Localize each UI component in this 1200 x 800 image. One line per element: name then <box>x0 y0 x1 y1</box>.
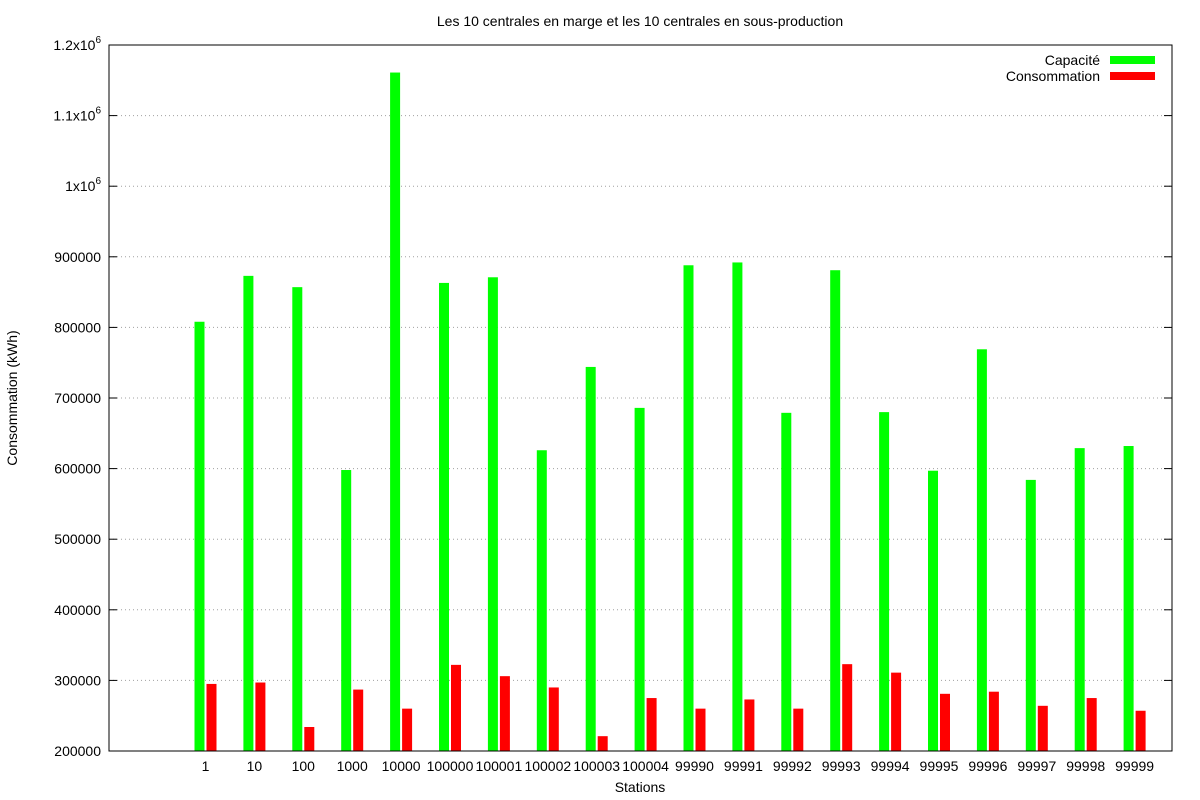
x-tick-label: 100000 <box>427 758 474 774</box>
bar-capacite-99998 <box>1074 448 1085 751</box>
y-tick-label: 200000 <box>54 743 101 759</box>
bar-consommation-1000 <box>353 689 364 751</box>
bar-capacite-100000 <box>439 282 449 751</box>
bar-consommation-10000 <box>402 708 413 751</box>
y-tick-label: 1.2x106 <box>53 35 101 53</box>
bar-consommation-100001 <box>499 676 510 751</box>
x-tick-label: 10 <box>247 758 263 774</box>
y-tick-label: 1.1x106 <box>53 106 101 124</box>
bar-capacite-99990 <box>683 265 694 751</box>
x-tick-label: 99992 <box>773 758 812 774</box>
y-tick-label: 1x106 <box>65 176 101 194</box>
bar-capacite-100001 <box>487 277 498 751</box>
bar-consommation-100003 <box>597 736 608 751</box>
bar-capacite-99997 <box>1025 479 1036 751</box>
x-tick-label: 100002 <box>524 758 571 774</box>
x-tick-label: 1000 <box>337 758 368 774</box>
bar-capacite-100002 <box>536 450 547 751</box>
x-axis-label: Stations <box>615 779 666 795</box>
bar-capacite-100003 <box>585 366 596 751</box>
x-tick-label: 99993 <box>822 758 861 774</box>
bar-capacite-99995 <box>928 470 938 751</box>
bar-capacite-1000 <box>341 470 352 751</box>
x-tick-label: 1 <box>202 758 210 774</box>
y-tick-label: 900000 <box>54 249 101 265</box>
x-tick-label: 99991 <box>724 758 763 774</box>
x-tick-label: 99998 <box>1066 758 1105 774</box>
bar-consommation-99990 <box>695 708 706 751</box>
bar-consommation-10 <box>255 682 266 751</box>
x-tick-label: 99996 <box>968 758 1007 774</box>
bar-capacite-100 <box>292 287 303 751</box>
bar-capacite-100004 <box>634 407 645 751</box>
x-axis: 1 10 100 1000 10000 100000 100001 100002 100003 1… <box>202 758 1155 774</box>
bar-capacite-99993 <box>830 270 841 751</box>
x-tick-label: 100004 <box>622 758 669 774</box>
bar-capacite-1 <box>194 321 205 751</box>
bar-consommation-99995 <box>940 693 950 751</box>
bar-consommation-99999 <box>1135 710 1146 751</box>
bar-consommation-99993 <box>842 664 853 751</box>
y-axis-label: Consommation (kWh) <box>4 330 20 465</box>
bar-capacite-99994 <box>879 412 890 751</box>
bar-consommation-99998 <box>1086 698 1097 751</box>
bar-capacite-99992 <box>781 412 792 751</box>
legend-label: Capacité <box>1045 52 1100 68</box>
x-tick-label: 100 <box>292 758 316 774</box>
bar-capacite-99991 <box>732 262 743 751</box>
y-tick-label: 600000 <box>54 461 101 477</box>
y-tick-label: 800000 <box>54 319 101 335</box>
bar-capacite-10000 <box>390 72 401 751</box>
bar-consommation-99994 <box>891 672 902 751</box>
x-tick-label: 99997 <box>1017 758 1056 774</box>
bar-capacite-99999 <box>1123 446 1134 751</box>
y-tick-label: 700000 <box>54 390 101 406</box>
x-tick-label: 99995 <box>920 758 959 774</box>
x-tick-label: 10000 <box>382 758 421 774</box>
y-tick-label: 500000 <box>54 531 101 547</box>
bar-consommation-100000 <box>451 664 461 751</box>
bar-consommation-100002 <box>548 687 559 751</box>
x-tick-label: 99994 <box>871 758 910 774</box>
x-tick-label: 100001 <box>476 758 523 774</box>
y-tick-label: 400000 <box>54 602 101 618</box>
legend-swatch <box>1110 56 1155 64</box>
y-tick-label: 300000 <box>54 672 101 688</box>
bars <box>194 72 1146 751</box>
bar-consommation-1 <box>206 683 217 751</box>
x-tick-label: 99999 <box>1115 758 1154 774</box>
bar-consommation-100 <box>304 726 315 751</box>
x-tick-label: 99990 <box>675 758 714 774</box>
y-axis: 200000 300000 400000 500000 600000 700000 8000… <box>53 35 1172 759</box>
bar-consommation-99991 <box>744 699 755 751</box>
bar-consommation-99996 <box>988 691 999 751</box>
bar-consommation-99997 <box>1037 705 1048 751</box>
chart-title: Les 10 centrales en marge et les 10 cent… <box>437 13 843 29</box>
bar-capacite-10 <box>243 275 254 751</box>
x-tick-label: 100003 <box>573 758 620 774</box>
legend-label: Consommation <box>1006 68 1100 84</box>
bar-consommation-99992 <box>793 708 804 751</box>
bar-consommation-100004 <box>646 698 657 751</box>
bar-capacite-99996 <box>976 349 987 751</box>
legend-swatch <box>1110 72 1155 80</box>
